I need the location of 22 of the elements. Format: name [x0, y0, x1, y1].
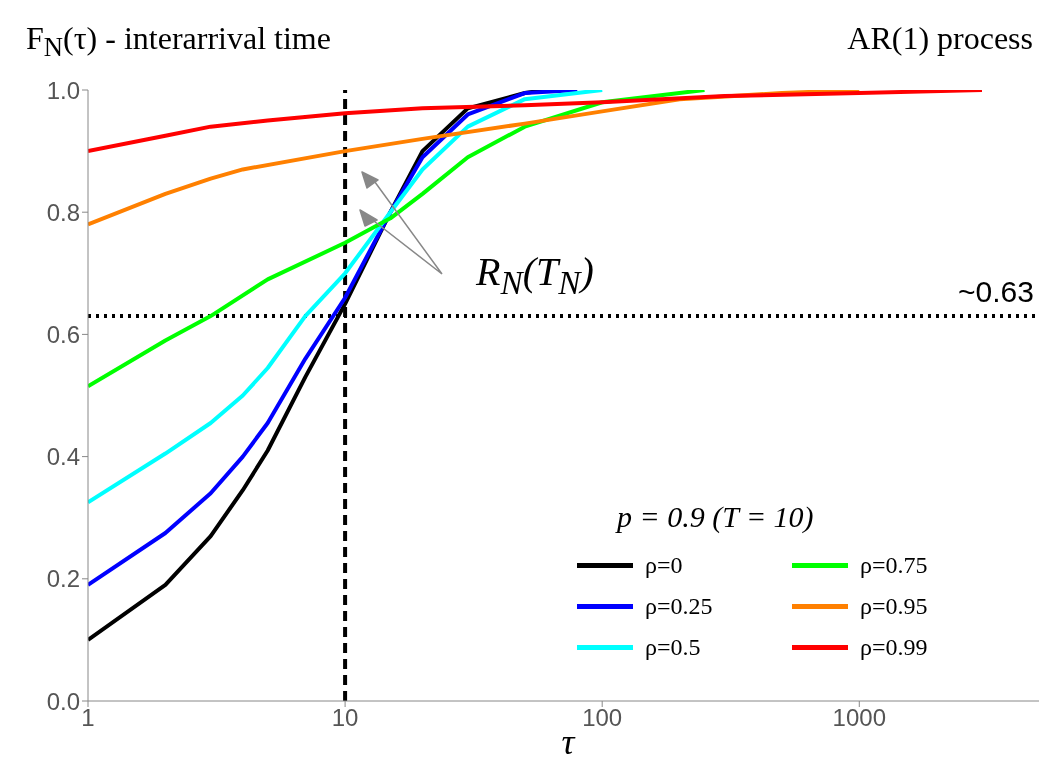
y-tick-label: 0.8 [46, 198, 80, 226]
ref-line-label: ~0.63 [958, 275, 1034, 309]
legend-label: ρ=0.25 [645, 593, 713, 620]
x-tick-label: 1 [81, 704, 95, 732]
x-axis-title: τ [561, 722, 575, 762]
legend-label: ρ=0.5 [645, 634, 701, 661]
x-tick-label: 1000 [832, 704, 886, 732]
legend-label: ρ=0.75 [860, 552, 928, 579]
y-tick-label: 0.2 [46, 565, 80, 593]
chart-subtitle: AR(1) process [847, 20, 1033, 57]
y-tick-label: 0.0 [46, 687, 80, 715]
y-tick-label: 1.0 [46, 76, 80, 104]
y-tick-label: 0.4 [46, 443, 80, 471]
x-tick-label: 10 [331, 704, 359, 732]
legend-label: ρ=0.95 [860, 593, 928, 620]
legend-label: ρ=0 [645, 552, 683, 579]
x-tick-label: 100 [582, 704, 623, 732]
legend-title: p = 0.9 (T = 10) [617, 500, 815, 534]
annotation: R$_{N}$(T$_{N}$) [476, 248, 594, 302]
y-tick-label: 0.6 [46, 320, 80, 348]
legend-label: ρ=0.99 [860, 634, 928, 661]
chart-title: F$_{N}$(τ) - interarrival time [26, 20, 331, 64]
